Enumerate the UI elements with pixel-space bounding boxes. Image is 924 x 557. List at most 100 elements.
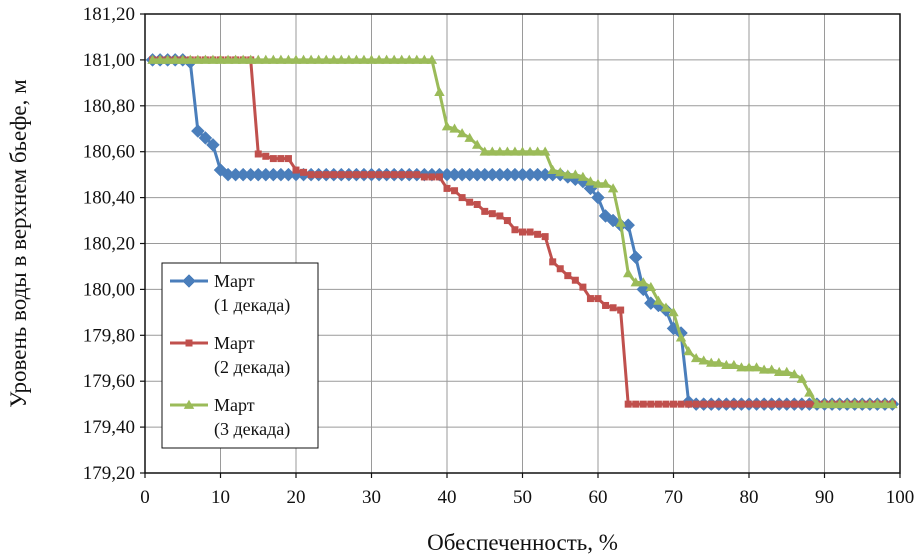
data-point — [638, 277, 649, 287]
data-point — [577, 171, 589, 181]
data-point — [307, 171, 315, 179]
data-point — [222, 54, 234, 64]
data-point — [849, 398, 860, 409]
data-point — [190, 124, 205, 138]
y-tick-label: 180,20 — [83, 234, 135, 255]
data-point — [509, 146, 521, 156]
data-point — [539, 146, 551, 156]
data-point — [758, 364, 770, 374]
data-point — [336, 54, 347, 64]
data-point — [571, 276, 579, 284]
legend-label-line2: (3 декада) — [214, 419, 290, 440]
data-point — [628, 250, 643, 265]
data-point — [381, 54, 392, 64]
data-point — [591, 190, 605, 205]
data-point — [887, 398, 898, 409]
data-point — [592, 178, 604, 188]
data-point — [826, 398, 838, 409]
data-point — [451, 187, 459, 195]
data-point — [456, 128, 468, 138]
data-point — [617, 306, 625, 314]
series-layer — [145, 53, 900, 412]
data-point — [494, 146, 506, 156]
data-point — [169, 54, 181, 64]
data-point — [615, 217, 626, 227]
data-point — [275, 54, 287, 64]
y-tick-label: 179,80 — [83, 325, 135, 346]
data-point — [330, 171, 338, 179]
data-point — [721, 359, 732, 370]
y-tick-label: 179,60 — [83, 371, 135, 392]
data-point — [185, 339, 193, 347]
data-point — [466, 198, 474, 206]
data-point — [570, 169, 581, 179]
data-point — [404, 54, 415, 64]
data-point — [420, 173, 428, 181]
data-point — [260, 54, 272, 64]
data-point — [419, 54, 430, 64]
data-point — [192, 54, 204, 64]
data-point — [398, 171, 406, 179]
data-point — [715, 400, 723, 408]
data-point — [745, 400, 753, 408]
data-point — [290, 54, 302, 64]
data-point — [775, 400, 783, 408]
x-tick-label: 40 — [438, 487, 457, 508]
data-point — [292, 166, 300, 174]
data-point — [519, 228, 526, 236]
data-point — [441, 121, 453, 131]
y-axis-ticks: 179,20 179,40 179,60 179,80 180,00 180,20 180,… — [83, 4, 145, 484]
data-point — [375, 171, 383, 179]
data-point — [154, 54, 166, 64]
data-point — [670, 400, 677, 408]
data-point — [760, 400, 768, 408]
data-point — [609, 304, 617, 312]
data-point — [685, 400, 693, 408]
data-point — [206, 137, 220, 152]
data-point — [864, 398, 876, 409]
y-tick-label: 179,40 — [83, 417, 135, 438]
data-point — [662, 400, 670, 408]
data-point — [773, 366, 785, 376]
data-point — [388, 54, 400, 64]
data-point — [534, 230, 542, 238]
data-point — [254, 150, 262, 158]
legend-label-line1: Март — [214, 395, 255, 415]
data-point — [458, 194, 466, 202]
legend-entry-march-3: Март (3 декада) — [170, 395, 290, 440]
data-point — [798, 400, 806, 408]
data-point — [753, 400, 761, 408]
data-point — [283, 54, 294, 64]
data-point — [683, 346, 694, 356]
legend-entry-march-1: Март (1 декада) — [170, 271, 290, 316]
data-point — [834, 398, 845, 409]
data-point — [549, 258, 557, 266]
data-point — [602, 301, 610, 309]
data-point — [230, 54, 241, 64]
data-point — [722, 400, 730, 408]
data-point — [639, 400, 647, 408]
data-point — [315, 171, 323, 179]
data-point — [872, 398, 883, 409]
x-axis-ticks: 0 10 20 30 40 50 60 70 80 90 100 — [140, 473, 914, 508]
data-point — [594, 295, 602, 303]
data-point — [879, 398, 891, 409]
legend-label-line2: (1 декада) — [214, 295, 290, 316]
data-point — [857, 398, 868, 409]
data-point — [790, 400, 798, 408]
data-point — [562, 169, 574, 179]
x-tick-label: 30 — [362, 487, 381, 508]
data-point — [428, 173, 436, 181]
data-point — [690, 353, 702, 363]
data-point — [555, 167, 566, 177]
data-point — [511, 226, 519, 234]
data-point — [541, 233, 549, 241]
data-point — [207, 54, 219, 64]
data-point — [268, 54, 279, 64]
data-point — [473, 200, 481, 208]
data-point — [183, 399, 195, 409]
y-axis-title: Уровень воды в верхнем бьефе, м — [6, 79, 31, 408]
data-point — [579, 283, 587, 291]
data-point — [337, 171, 345, 179]
